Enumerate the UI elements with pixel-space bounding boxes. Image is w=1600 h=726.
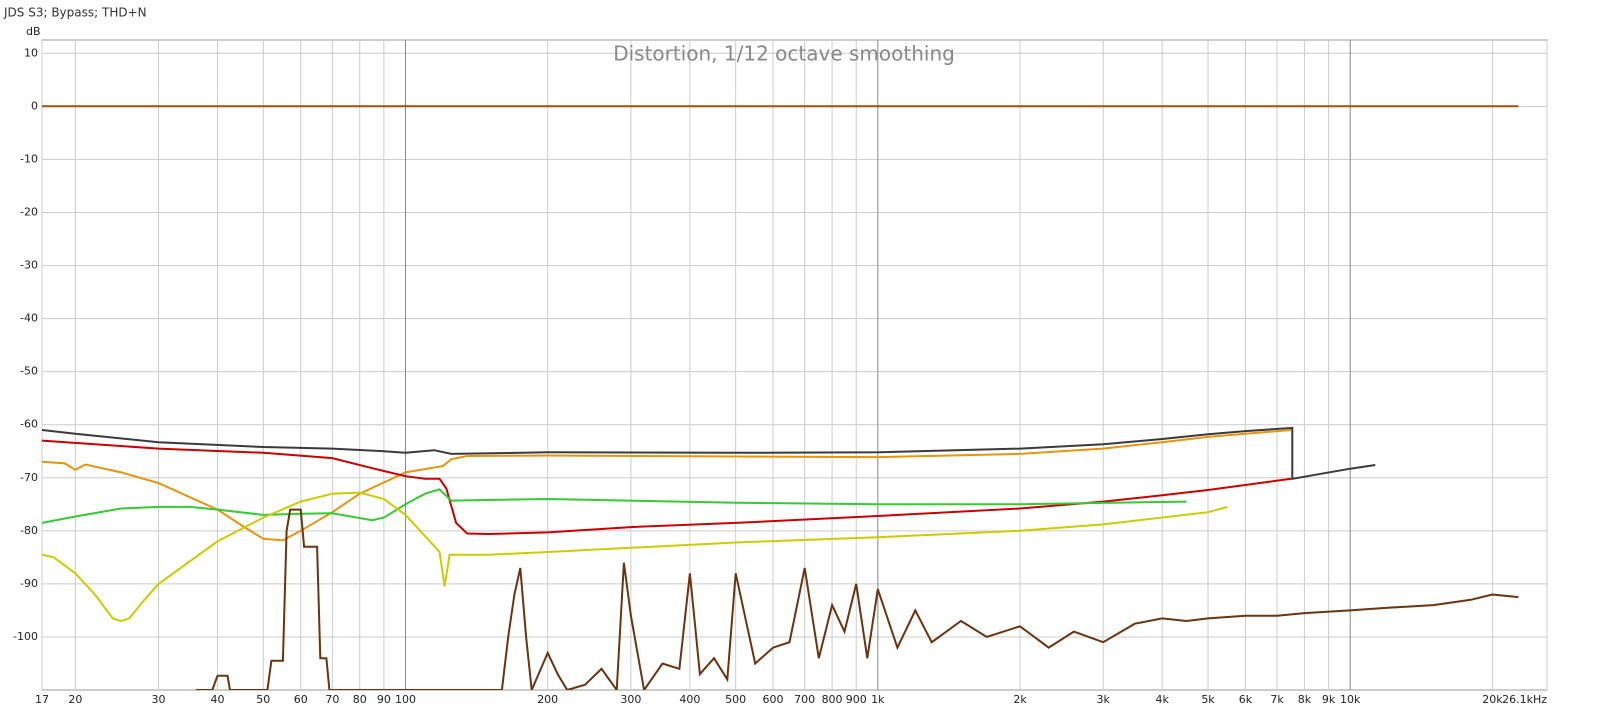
x-tick-label: 600 bbox=[763, 693, 784, 706]
plot-frame bbox=[41, 39, 1548, 691]
y-axis-label: dB bbox=[26, 25, 41, 38]
x-tick-label: 300 bbox=[620, 693, 641, 706]
x-tick-label: 3k bbox=[1097, 693, 1111, 706]
x-tick-label: 80 bbox=[353, 693, 367, 706]
x-tick-label: 10k bbox=[1340, 693, 1361, 706]
x-tick-label: 800 bbox=[822, 693, 843, 706]
y-tick-label: 10 bbox=[24, 46, 38, 59]
y-tick-label: -10 bbox=[20, 152, 38, 165]
x-tick-label: 900 bbox=[846, 693, 867, 706]
x-tick-label: 4k bbox=[1156, 693, 1170, 706]
series-line bbox=[42, 426, 1376, 480]
series-group bbox=[42, 105, 1519, 690]
x-tick-label: 500 bbox=[725, 693, 746, 706]
x-tick-label: 90 bbox=[377, 693, 391, 706]
x-tick-label: 8k bbox=[1298, 693, 1312, 706]
y-tick-label: -50 bbox=[20, 365, 38, 378]
chart-title: Distortion, 1/12 octave smoothing bbox=[613, 42, 955, 66]
header: JDS S3; Bypass; THD+N bbox=[3, 6, 147, 20]
x-tick-label: 30 bbox=[152, 693, 166, 706]
x-tick-label: 26.1kHz bbox=[1502, 693, 1547, 706]
x-tick-label: 70 bbox=[325, 693, 339, 706]
series-line bbox=[42, 488, 1187, 524]
y-tick-label: -70 bbox=[20, 471, 38, 484]
y-tick-label: -20 bbox=[20, 205, 38, 218]
x-tick-label: 9k bbox=[1322, 693, 1336, 706]
x-tick-label: 200 bbox=[537, 693, 558, 706]
x-tick-label: 400 bbox=[679, 693, 700, 706]
x-tick-label: 7k bbox=[1270, 693, 1284, 706]
y-tick-label: 0 bbox=[31, 99, 38, 112]
y-tick-label: -40 bbox=[20, 312, 38, 325]
x-tick-label: 40 bbox=[211, 693, 225, 706]
series-line bbox=[42, 429, 1292, 542]
x-tick-label: 1k bbox=[871, 693, 885, 706]
y-tick-label: -100 bbox=[13, 630, 38, 643]
x-tick-label: 17 bbox=[35, 693, 49, 706]
x-tick-label: 2k bbox=[1013, 693, 1027, 706]
x-tick-label: 20k bbox=[1482, 693, 1503, 706]
x-tick-label: 50 bbox=[256, 693, 270, 706]
y-tick-label: -90 bbox=[20, 577, 38, 590]
series-line bbox=[195, 508, 1519, 690]
y-tick-label: -60 bbox=[20, 418, 38, 431]
x-tick-label: 700 bbox=[794, 693, 815, 706]
x-tick-label: 100 bbox=[395, 693, 416, 706]
x-tick-label: 5k bbox=[1201, 693, 1215, 706]
y-tick-label: -30 bbox=[20, 259, 38, 272]
x-tick-label: 20 bbox=[68, 693, 82, 706]
series-line bbox=[42, 491, 1228, 623]
x-tick-label: 6k bbox=[1239, 693, 1253, 706]
y-tick-label: -80 bbox=[20, 524, 38, 537]
x-tick-label: 60 bbox=[294, 693, 308, 706]
series-line bbox=[42, 439, 1292, 536]
